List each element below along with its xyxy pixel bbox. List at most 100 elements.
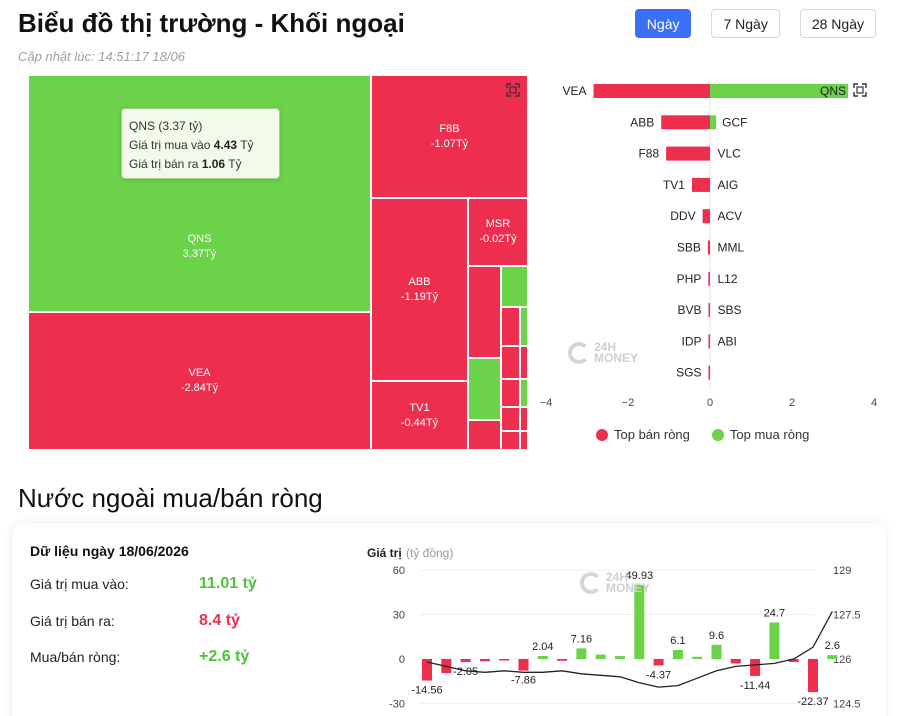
bar-value-label: 2.04	[532, 641, 553, 653]
net-bar[interactable]	[827, 655, 838, 659]
sell-bar[interactable]	[708, 365, 711, 380]
legend-dot-icon	[711, 428, 724, 441]
net-bar[interactable]	[672, 649, 683, 659]
net-bar[interactable]	[788, 659, 799, 662]
expand-icon[interactable]	[853, 83, 867, 97]
net-bar[interactable]	[808, 659, 818, 693]
net-bar[interactable]	[422, 659, 432, 681]
watermark-logo: 24H MONEY	[580, 571, 650, 594]
seller-label: TV1	[663, 178, 685, 192]
net-bar[interactable]	[750, 659, 761, 676]
net-bar[interactable]	[595, 654, 606, 659]
net-bar[interactable]	[711, 644, 722, 659]
net-bar[interactable]	[537, 655, 548, 659]
sell-bar[interactable]	[691, 177, 710, 192]
buyer-label: ACV	[718, 209, 743, 223]
buyer-label: MML	[718, 241, 745, 255]
x-tick-label: 4	[871, 397, 877, 409]
treemap-tile-small[interactable]	[468, 420, 501, 450]
expand-icon[interactable]	[506, 83, 520, 97]
buyer-label: GCF	[722, 115, 747, 129]
bar-value-label: -7.86	[511, 675, 536, 687]
y2-tick-label: 126	[833, 654, 851, 666]
treemap-tile-msr[interactable]: MSR -0.02Tỷ	[468, 198, 528, 266]
treemap-tile-small[interactable]	[468, 358, 501, 420]
tile-value: -1.19Tỷ	[400, 290, 439, 303]
treemap-tile-small[interactable]	[520, 407, 528, 431]
net-bar[interactable]	[557, 659, 568, 661]
treemap-tile-small[interactable]	[501, 307, 520, 346]
y-tick-label: -30	[389, 698, 405, 710]
x-tick-label: 0	[707, 397, 713, 409]
treemap-tile-vea[interactable]: VEA -2.84Tỷ	[28, 312, 371, 450]
tab-7-days[interactable]: 7 Ngày	[711, 9, 780, 38]
legend-buy[interactable]: Top mua ròng	[711, 427, 809, 442]
treemap-tile-small[interactable]	[520, 346, 528, 379]
sell-bar[interactable]	[708, 303, 711, 318]
treemap-tile-tv1[interactable]: TV1 -0.44Tỷ	[371, 381, 468, 450]
tile-value: 3.37Tỷ	[182, 247, 217, 260]
net-bar[interactable]	[460, 659, 471, 663]
sell-bar[interactable]	[702, 209, 710, 224]
treemap-tile-small[interactable]	[501, 407, 520, 431]
tile-value: -2.84Tỷ	[180, 382, 219, 394]
treemap-tile-f8b[interactable]: F8B -1.07Tỷ	[371, 75, 528, 198]
sell-bar[interactable]	[661, 115, 710, 130]
tab-28-days[interactable]: 28 Ngày	[799, 9, 876, 38]
treemap-tile-small[interactable]	[501, 346, 520, 379]
net-bar[interactable]	[499, 659, 510, 661]
net-bar[interactable]	[653, 659, 664, 666]
tile-value: -0.02Tỷ	[479, 233, 517, 245]
watermark-icon	[568, 342, 590, 364]
buyer-label: AIG	[718, 178, 739, 192]
tooltip-title: QNS (3.37 tỷ)	[129, 119, 203, 133]
net-bar[interactable]	[769, 622, 780, 659]
net-bar[interactable]	[615, 656, 625, 659]
period-tabs: Ngày 7 Ngày 28 Ngày	[634, 9, 876, 38]
tile-symbol: ABB	[408, 275, 431, 288]
top-net-bar-chart: VEA QNS ABB GCF F88 VLC TV1 AIG DDV ACV SBB MML PHP L…	[540, 75, 890, 455]
treemap-tile-small[interactable]	[501, 379, 520, 407]
net-value-chart: Giá trị (tỷ đồng) 60 30 0 -30 129 127.5 126 124.5…	[360, 542, 880, 716]
net-summary-card	[12, 523, 886, 716]
y2-tick-label: 127.5	[833, 610, 861, 622]
treemap-tile-small[interactable]	[520, 431, 528, 450]
buyer-label: ABI	[718, 334, 737, 348]
sell-bar[interactable]	[666, 146, 710, 161]
treemap-tile-small[interactable]	[520, 307, 528, 346]
treemap-tile-abb[interactable]: ABB -1.19Tỷ	[371, 198, 468, 381]
bar-legend: Top bán ròng Top mua ròng	[596, 427, 809, 442]
bar-value-label: -14.56	[411, 685, 442, 697]
bar-value-label: -4.37	[646, 669, 671, 681]
legend-dot-icon	[596, 428, 608, 441]
tile-symbol: VEA	[188, 367, 211, 379]
y-tick-label: 60	[393, 565, 405, 577]
buy-bar[interactable]	[710, 115, 717, 130]
tile-symbol: MSR	[485, 218, 511, 230]
treemap-tile-small[interactable]	[520, 379, 528, 407]
net-bar[interactable]	[479, 659, 490, 662]
net-bar[interactable]	[692, 656, 703, 659]
sell-bar[interactable]	[708, 271, 710, 286]
net-bar[interactable]	[576, 648, 587, 659]
treemap-tile-small[interactable]	[501, 431, 520, 450]
legend-sell[interactable]: Top bán ròng	[596, 427, 690, 442]
sell-bar[interactable]	[707, 240, 710, 255]
tile-value: -1.07Tỷ	[430, 137, 469, 150]
treemap-tile-small[interactable]	[501, 266, 528, 307]
chart-title: Giá trị	[367, 546, 402, 560]
tile-value: -0.44Tỷ	[400, 416, 439, 429]
net-bar[interactable]	[518, 659, 529, 671]
net-bar[interactable]	[730, 659, 741, 664]
net-value: +2.6 tỷ	[199, 648, 250, 665]
seller-label: IDP	[681, 334, 701, 348]
buyer-label: L12	[718, 272, 738, 286]
treemap-tile-small[interactable]	[468, 266, 501, 358]
sell-bar[interactable]	[708, 334, 711, 349]
bar-value-label: 9.6	[709, 630, 724, 642]
sell-bar[interactable]	[593, 84, 710, 98]
tab-day[interactable]: Ngày	[634, 9, 692, 38]
net-bar[interactable]	[634, 585, 645, 659]
tooltip-sell: Giá trị bán ra 1.06 Tỷ	[129, 157, 242, 171]
buy-bar[interactable]	[710, 84, 849, 98]
